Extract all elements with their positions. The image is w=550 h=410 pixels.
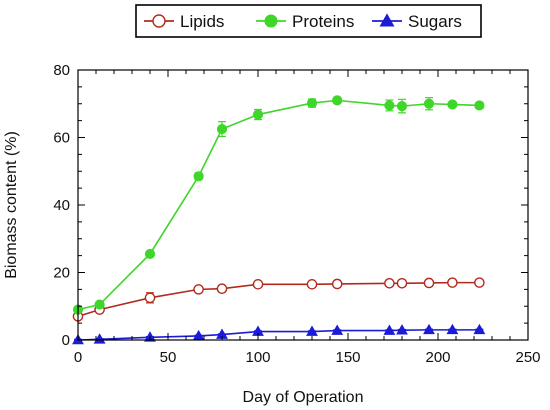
legend-entry-sugars: Sugars <box>372 12 462 31</box>
data-point <box>306 325 318 336</box>
data-point <box>252 109 264 120</box>
x-tick-label: 100 <box>245 349 270 366</box>
x-axis-label: Day of Operation <box>243 389 364 406</box>
series-line <box>77 329 480 341</box>
data-point <box>423 277 435 289</box>
data-point <box>396 101 408 112</box>
data-point <box>474 100 485 111</box>
y-tick-label: 0 <box>62 332 70 349</box>
legend-entry-lipids: Lipids <box>144 12 224 31</box>
data-point <box>383 324 396 335</box>
y-tick-label: 40 <box>53 197 70 214</box>
legend-label: Sugars <box>408 12 462 31</box>
data-point <box>144 292 156 304</box>
y-axis-label: Biomass content (%) <box>3 131 20 279</box>
data-point <box>474 277 485 288</box>
data-point <box>216 123 228 135</box>
legend-marker <box>152 14 166 28</box>
x-tick-label: 50 <box>160 349 177 366</box>
data-point <box>306 279 318 290</box>
data-point <box>306 97 318 109</box>
data-point <box>384 100 395 111</box>
y-tick-label: 20 <box>53 265 70 282</box>
data-point <box>331 324 344 335</box>
data-point <box>396 324 408 335</box>
legend-entry-proteins: Proteins <box>256 12 354 31</box>
x-tick-label: 200 <box>425 349 450 366</box>
series-line <box>77 99 480 311</box>
legend-box <box>135 4 482 38</box>
legend-label: Proteins <box>292 12 354 31</box>
series-lipids <box>72 277 485 322</box>
y-tick-label: 60 <box>53 130 70 147</box>
x-tick-label: 250 <box>515 349 540 366</box>
data-point <box>447 277 458 288</box>
data-point <box>447 99 458 110</box>
data-point <box>384 277 395 289</box>
data-point <box>396 277 408 289</box>
data-point <box>216 283 228 295</box>
legend-marker <box>264 14 278 28</box>
legend-marker <box>379 13 395 27</box>
data-point <box>331 278 343 290</box>
legend: Lipids Proteins Sugars <box>135 4 482 38</box>
data-point <box>94 299 105 310</box>
x-tick-label: 150 <box>335 349 360 366</box>
legend-label: Lipids <box>180 12 224 31</box>
y-tick-label: 80 <box>53 62 70 79</box>
data-point <box>93 333 106 344</box>
series-line <box>77 281 480 318</box>
plot-area <box>72 95 486 345</box>
series-sugars <box>72 323 486 345</box>
data-point <box>252 279 264 290</box>
data-point <box>446 323 459 335</box>
data-point <box>473 323 486 335</box>
axes: 0 50 100 150 200 250 0 20 40 60 80 <box>53 62 540 366</box>
series-proteins <box>72 95 485 315</box>
data-point <box>332 95 343 106</box>
data-point <box>193 284 204 295</box>
data-point <box>423 98 435 109</box>
data-point <box>193 171 204 182</box>
data-point <box>423 323 435 335</box>
data-point <box>144 248 156 260</box>
x-tick-label: 0 <box>74 349 82 366</box>
